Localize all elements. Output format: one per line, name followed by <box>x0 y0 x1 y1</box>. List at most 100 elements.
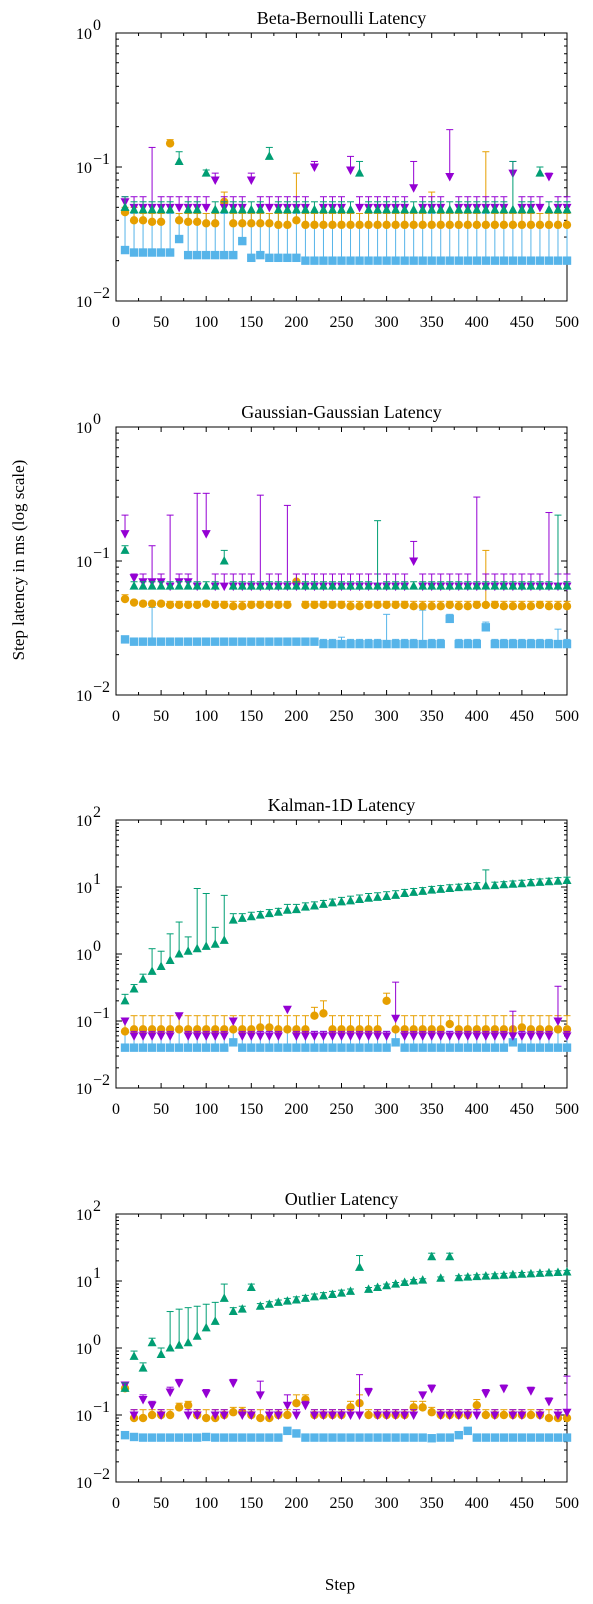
data-point <box>202 1413 211 1423</box>
data-point <box>409 1043 418 1052</box>
y-tick-label: 10 <box>76 1408 92 1425</box>
data-point <box>445 614 454 624</box>
data-point <box>562 1032 572 1041</box>
data-point <box>382 1433 391 1442</box>
data-point <box>553 220 563 230</box>
data-point <box>517 1269 527 1278</box>
x-tick-label: 500 <box>555 314 579 331</box>
data-point <box>418 601 427 611</box>
data-point <box>472 600 481 610</box>
data-point <box>373 1433 382 1442</box>
data-point <box>481 1433 491 1442</box>
data-point <box>382 639 391 649</box>
x-tick-label: 400 <box>465 314 489 331</box>
x-tick-label: 150 <box>239 1495 263 1512</box>
data-point <box>273 1411 283 1420</box>
data-point <box>364 639 373 649</box>
x-tick-label: 450 <box>510 1495 534 1512</box>
y-tick-exponent: −2 <box>93 679 110 696</box>
data-point <box>264 581 274 590</box>
data-point <box>508 220 518 230</box>
x-tick-label: 50 <box>153 1495 169 1512</box>
series-triangle-up <box>120 146 572 214</box>
data-point <box>192 204 202 214</box>
data-point <box>147 1410 157 1420</box>
data-point <box>165 1388 175 1398</box>
x-tick-label: 350 <box>420 708 444 725</box>
y-tick-label: 10 <box>76 1341 92 1358</box>
series-circle <box>120 139 572 230</box>
data-point <box>255 204 265 214</box>
data-point <box>256 1433 265 1442</box>
x-tick-label: 0 <box>112 314 120 331</box>
data-point <box>355 639 364 649</box>
data-point <box>436 1273 446 1282</box>
data-point <box>463 1272 473 1281</box>
data-point <box>463 1043 472 1052</box>
data-point <box>481 220 491 230</box>
data-point <box>427 581 437 590</box>
data-point <box>535 168 545 177</box>
data-point <box>391 1433 400 1442</box>
data-point <box>273 204 283 214</box>
data-point <box>382 204 392 214</box>
data-point <box>291 1411 301 1420</box>
data-point <box>400 204 410 214</box>
data-point <box>418 1403 427 1412</box>
data-point <box>499 581 509 590</box>
data-point <box>201 530 211 539</box>
data-point <box>562 204 572 214</box>
data-point <box>283 1410 292 1420</box>
data-point <box>319 1043 328 1052</box>
data-point <box>211 1043 220 1052</box>
data-point <box>273 1297 283 1306</box>
data-point <box>517 639 527 649</box>
data-point <box>183 637 193 646</box>
data-point <box>391 204 401 214</box>
data-point <box>265 253 274 263</box>
y-tick-exponent: −2 <box>93 1466 110 1483</box>
data-point <box>183 581 193 590</box>
data-point <box>562 1043 572 1052</box>
data-point <box>229 1408 238 1417</box>
data-point <box>319 1433 328 1442</box>
data-point <box>256 250 265 260</box>
data-point <box>319 1009 328 1018</box>
data-point <box>283 253 292 263</box>
data-point <box>219 204 229 214</box>
data-point <box>391 1038 400 1047</box>
data-point <box>273 1032 283 1041</box>
data-point <box>165 1343 175 1352</box>
data-point <box>337 1411 346 1420</box>
data-point <box>553 256 563 265</box>
data-point <box>219 1293 229 1302</box>
series-square <box>120 606 572 649</box>
data-point <box>490 880 500 890</box>
data-point <box>120 1043 130 1052</box>
data-point <box>481 1410 491 1420</box>
data-point <box>283 1043 292 1052</box>
data-point <box>337 1043 346 1052</box>
data-point <box>526 220 536 230</box>
x-tick-label: 500 <box>555 708 579 725</box>
data-point <box>391 1014 401 1024</box>
data-point <box>174 1340 184 1349</box>
data-point <box>373 1043 382 1052</box>
data-point <box>327 1032 337 1041</box>
data-point <box>508 639 518 649</box>
data-point <box>202 637 211 646</box>
x-tick-label: 200 <box>284 1101 308 1118</box>
plot-frame <box>115 426 568 696</box>
data-point <box>391 639 400 649</box>
data-point <box>246 176 256 185</box>
data-point <box>391 220 400 230</box>
data-point <box>337 256 346 265</box>
data-point <box>517 1043 527 1052</box>
data-point <box>409 1433 418 1442</box>
data-point <box>472 220 481 230</box>
data-point <box>220 600 229 610</box>
data-point <box>237 204 247 214</box>
y-tick-exponent: −1 <box>93 1399 110 1416</box>
data-point <box>544 204 554 214</box>
data-point <box>418 639 427 649</box>
